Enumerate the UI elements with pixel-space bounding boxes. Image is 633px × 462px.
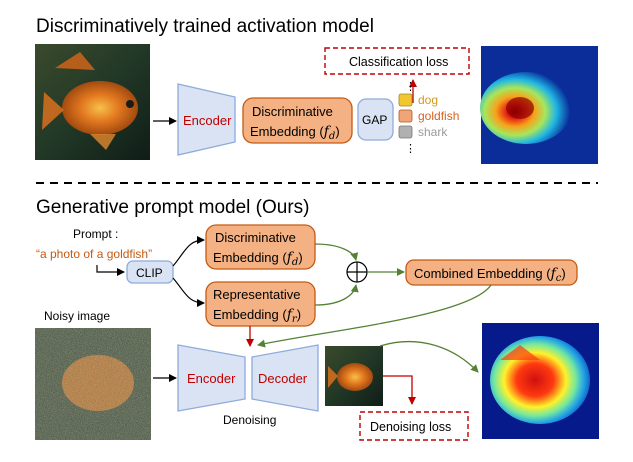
denoising-label: Denoising <box>223 413 276 427</box>
arrow-clip-to-disc <box>172 236 205 267</box>
ellipsis-top: ⋮ <box>405 81 416 93</box>
disc-embedding-box-bottom <box>205 224 316 270</box>
denoising-loss-box <box>359 411 469 441</box>
prompt-label: Prompt : <box>73 227 118 241</box>
top-title: Discriminatively trained activation mode… <box>36 16 374 37</box>
classification-loss-label: Classification loss <box>349 55 448 69</box>
activation-heatmap-bottom <box>482 323 599 439</box>
clip-box <box>126 260 174 284</box>
class-label-goldfish: goldfish <box>418 109 459 123</box>
gap-label: GAP <box>362 113 387 127</box>
denoising-loss-label: Denoising loss <box>370 420 451 434</box>
arrow-to-heatmap-bottom <box>379 341 479 373</box>
encoder-label-bottom: Encoder <box>187 371 236 386</box>
disc-embedding-box-top <box>242 97 353 144</box>
combined-embedding-label: Combined Embedding (fc) <box>414 266 566 284</box>
rep-embedding-line2: Embedding (fr) <box>213 307 301 325</box>
bottom-title: Generative prompt model (Ours) <box>36 197 310 218</box>
class-swatch-shark <box>398 125 413 139</box>
decoder-block <box>251 344 319 412</box>
goldfish-photo-top <box>35 44 150 160</box>
ellipsis-bottom: ⋮ <box>405 143 416 155</box>
combined-embedding-box <box>405 259 578 286</box>
gap-box <box>357 98 394 141</box>
arrow-disc-to-plus <box>314 243 359 261</box>
arrow-combined-to-decoder <box>257 284 492 348</box>
class-label-dog: dog <box>418 93 438 107</box>
arrow-clip-to-rep <box>172 277 205 307</box>
noisy-image-label: Noisy image <box>44 309 110 323</box>
arrow-denoised-to-loss <box>383 375 416 405</box>
encoder-block-bottom <box>177 344 246 412</box>
encoder-label-top: Encoder <box>183 113 232 128</box>
arrow-prompt-to-clip <box>96 265 125 276</box>
disc-embedding-line1-top: Discriminative <box>252 104 333 119</box>
prompt-text: “a photo of a goldfish” <box>36 247 152 261</box>
class-label-shark: shark <box>418 125 448 139</box>
classification-loss-box <box>324 47 470 75</box>
class-swatch-dog <box>398 93 413 107</box>
noisy-goldfish-image <box>35 328 151 440</box>
disc-embedding-line2-top: Embedding (fd) <box>250 124 340 142</box>
disc-embedding-line1-bottom: Discriminative <box>215 230 296 245</box>
denoised-goldfish-image <box>325 346 383 406</box>
encoder-block-top <box>177 83 236 156</box>
disc-embedding-line2-bottom: Embedding (fd) <box>213 250 303 268</box>
rep-embedding-box <box>205 281 316 327</box>
class-swatch-goldfish <box>398 109 413 123</box>
clip-label: CLIP <box>136 266 163 280</box>
activation-heatmap-top <box>480 46 598 164</box>
rep-embedding-line1: Representative <box>213 287 300 302</box>
arrow-rep-to-plus <box>314 284 359 306</box>
decoder-label: Decoder <box>258 371 308 386</box>
